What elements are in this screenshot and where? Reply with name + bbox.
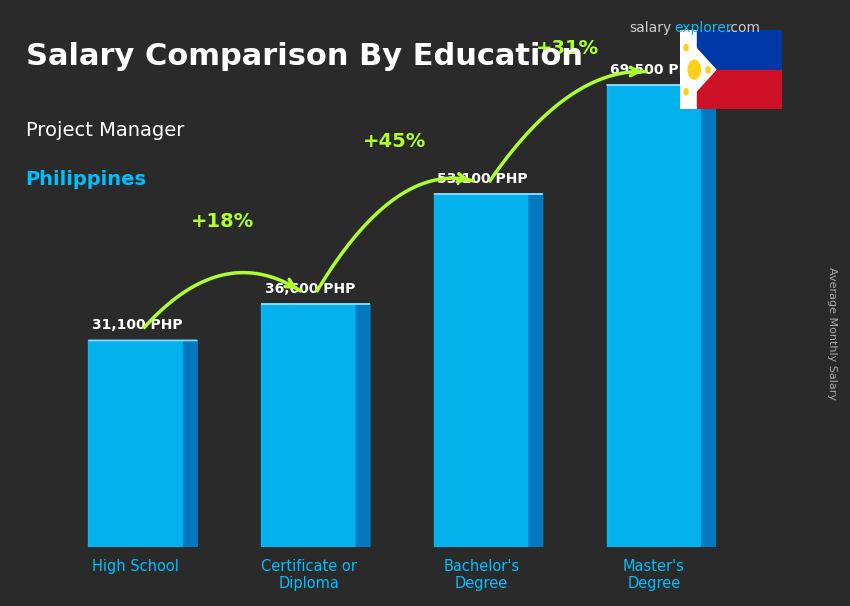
Text: .com: .com bbox=[727, 21, 761, 35]
Polygon shape bbox=[184, 341, 197, 547]
Text: 53,100 PHP: 53,100 PHP bbox=[437, 172, 528, 186]
Text: Project Manager: Project Manager bbox=[26, 121, 184, 140]
Bar bbox=[697, 70, 782, 109]
Polygon shape bbox=[529, 194, 542, 547]
Bar bbox=[434, 194, 529, 547]
Text: 36,600 PHP: 36,600 PHP bbox=[264, 282, 355, 296]
Circle shape bbox=[706, 67, 710, 73]
Text: salary: salary bbox=[629, 21, 672, 35]
Bar bbox=[607, 85, 701, 547]
Bar bbox=[261, 304, 356, 547]
Polygon shape bbox=[701, 85, 716, 547]
Polygon shape bbox=[680, 30, 716, 109]
Text: Average Monthly Salary: Average Monthly Salary bbox=[827, 267, 837, 400]
Circle shape bbox=[684, 44, 688, 51]
Text: +45%: +45% bbox=[363, 133, 427, 152]
Circle shape bbox=[688, 60, 700, 79]
Bar bbox=[697, 30, 782, 70]
Circle shape bbox=[684, 88, 688, 95]
Text: +18%: +18% bbox=[190, 212, 254, 231]
Text: Philippines: Philippines bbox=[26, 170, 146, 188]
Text: 69,500 PHP: 69,500 PHP bbox=[610, 63, 700, 77]
Text: explorer: explorer bbox=[674, 21, 732, 35]
Bar bbox=[88, 341, 184, 547]
Text: Salary Comparison By Education: Salary Comparison By Education bbox=[26, 42, 582, 72]
Text: 31,100 PHP: 31,100 PHP bbox=[92, 319, 183, 333]
Text: +31%: +31% bbox=[536, 39, 599, 58]
Polygon shape bbox=[356, 304, 370, 547]
